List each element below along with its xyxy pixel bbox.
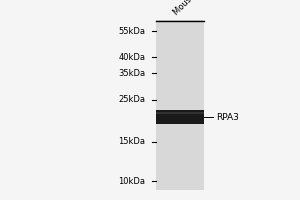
Text: 15kDa: 15kDa: [118, 138, 146, 146]
Text: 35kDa: 35kDa: [118, 68, 146, 77]
Text: 40kDa: 40kDa: [118, 52, 146, 62]
Text: 10kDa: 10kDa: [118, 176, 146, 186]
Text: 25kDa: 25kDa: [118, 96, 146, 104]
Bar: [156, 112, 204, 114]
Text: RPA3: RPA3: [216, 112, 239, 121]
Bar: [156, 20, 204, 190]
Bar: [156, 110, 204, 124]
Text: 55kDa: 55kDa: [118, 26, 146, 36]
Text: Mouse spleen: Mouse spleen: [172, 0, 220, 17]
